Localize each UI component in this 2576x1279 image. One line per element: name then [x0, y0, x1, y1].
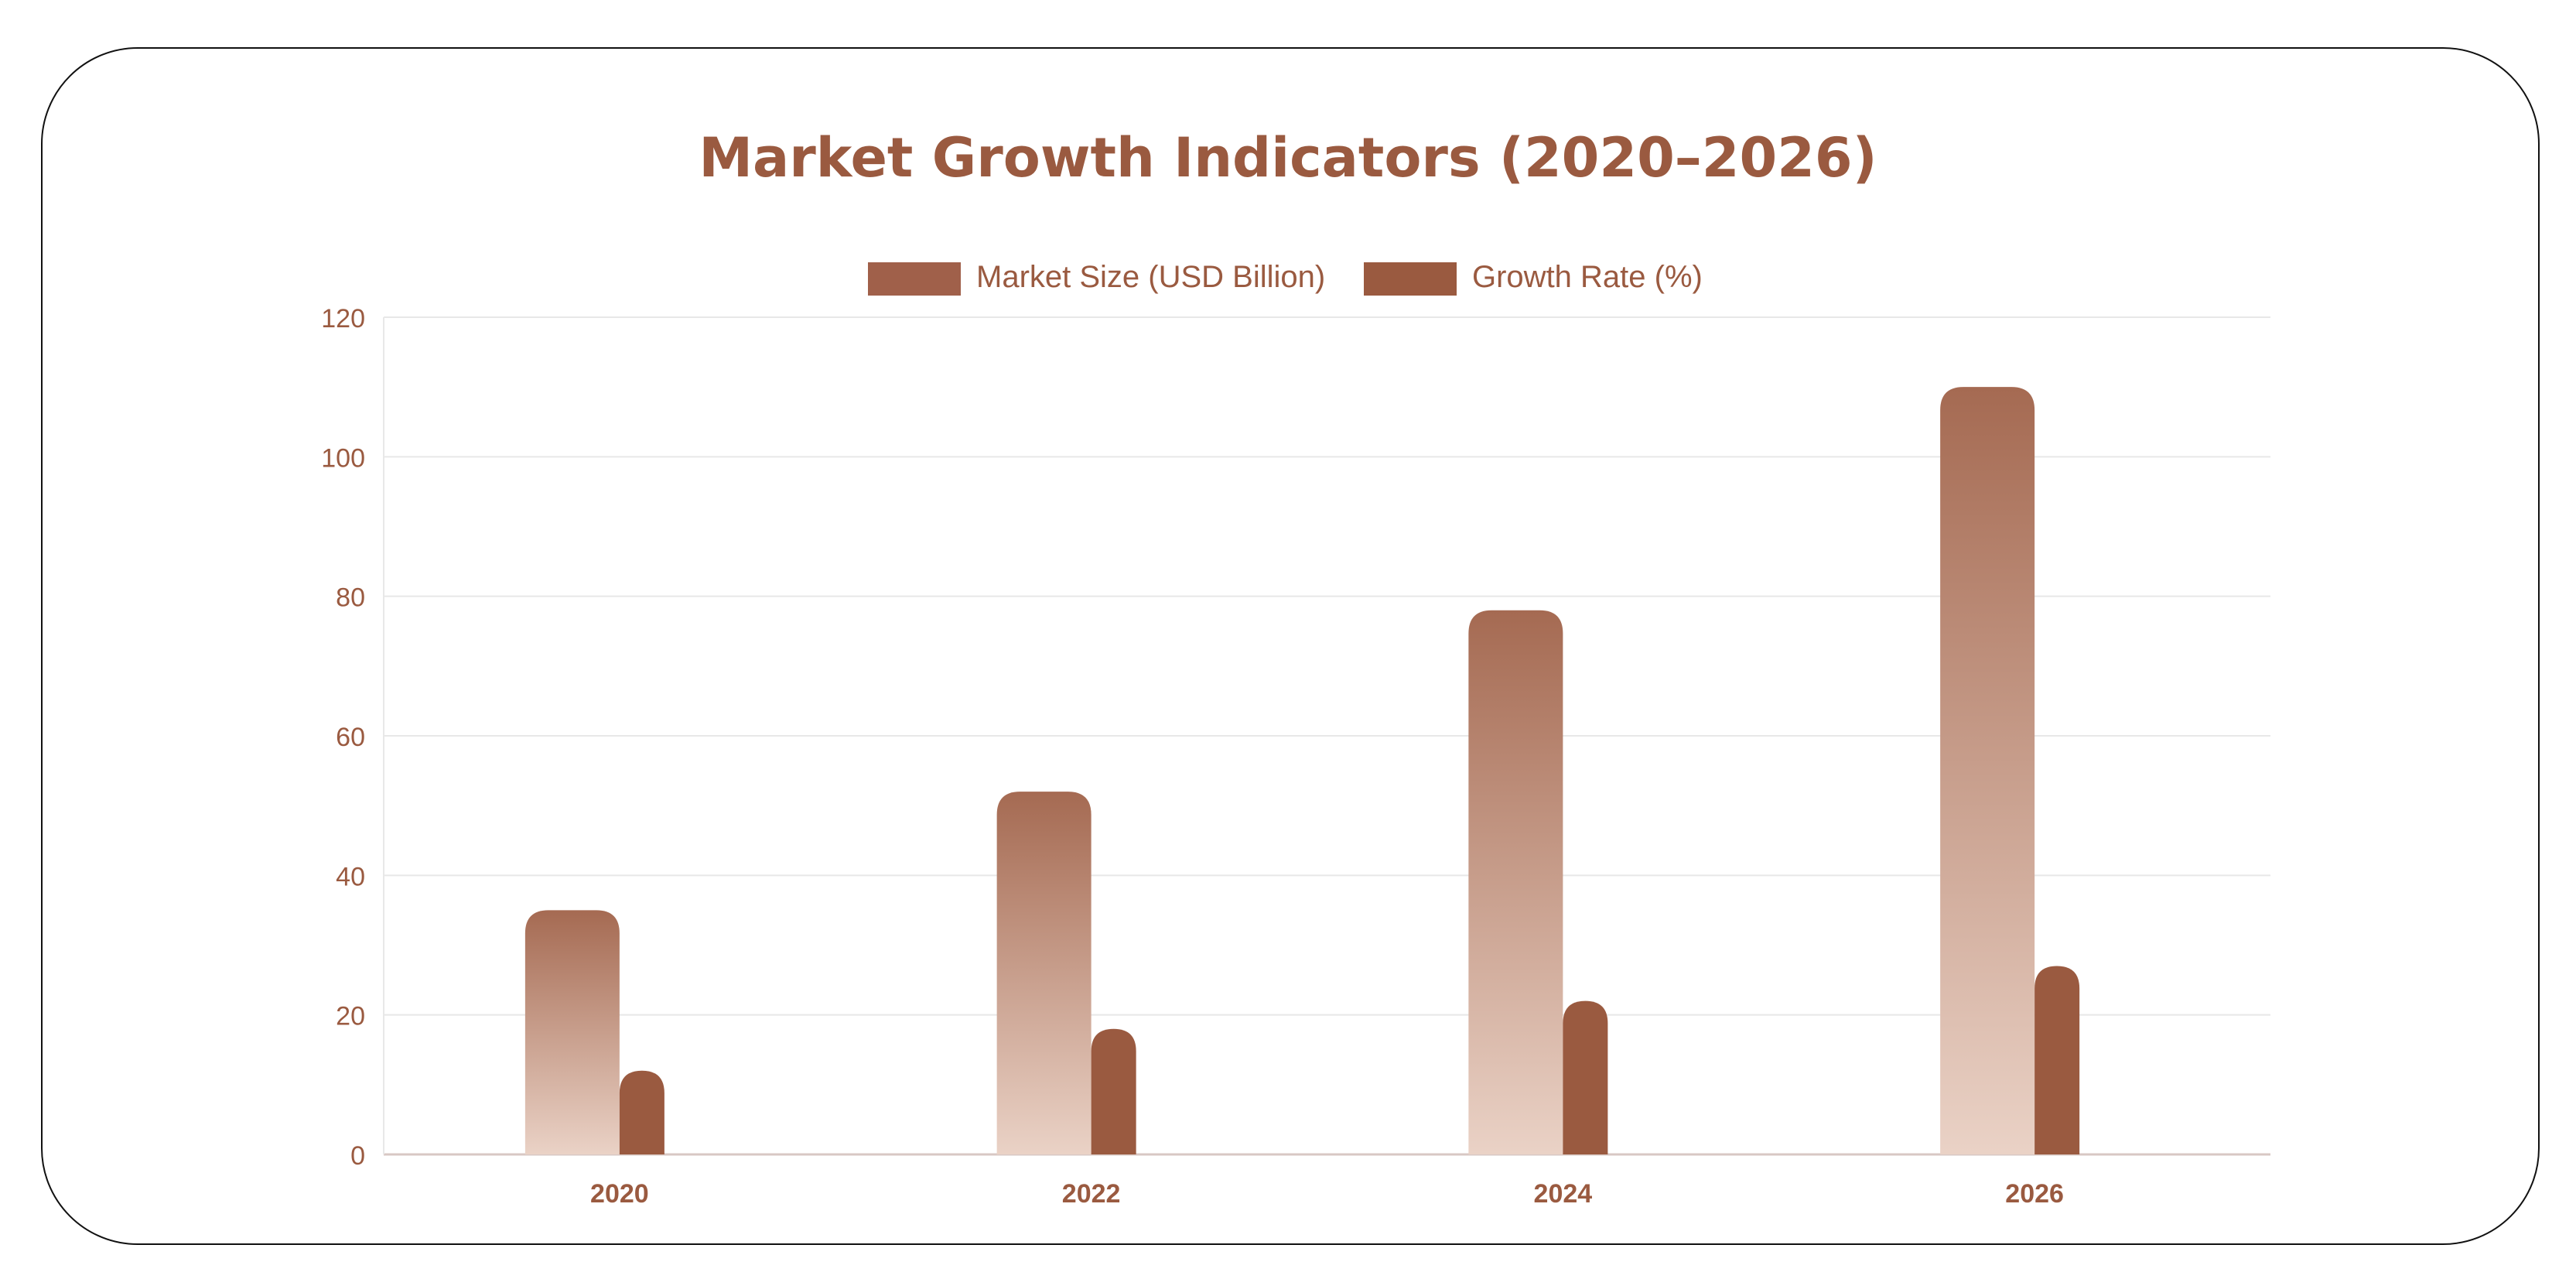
y-tick-label: 60 — [336, 723, 365, 752]
bar-growth-rate-2026[interactable] — [2034, 966, 2080, 1154]
bar-growth-rate-2024[interactable] — [1563, 1000, 1608, 1154]
chart-title: Market Growth Indicators (2020–2026) — [699, 126, 1877, 190]
legend-label-growth-rate[interactable]: Growth Rate (%) — [1472, 260, 1703, 294]
legend: Market Size (USD Billion) Growth Rate (%… — [868, 260, 1703, 296]
bar-market-size-2020[interactable] — [524, 910, 620, 1154]
y-tick-label: 0 — [350, 1141, 365, 1171]
x-axis-ticks: 2020 2022 2024 2026 — [590, 1179, 2064, 1209]
bar-growth-rate-2022[interactable] — [1091, 1028, 1136, 1154]
y-tick-label: 20 — [336, 1002, 365, 1031]
bar-growth-rate-2020[interactable] — [619, 1070, 664, 1154]
y-tick-label: 40 — [336, 862, 365, 891]
legend-label-market-size[interactable]: Market Size (USD Billion) — [976, 260, 1325, 294]
y-tick-label: 120 — [321, 304, 365, 333]
legend-swatch-growth-rate[interactable] — [1364, 262, 1457, 296]
x-tick-label: 2024 — [1534, 1179, 1593, 1209]
bars — [524, 387, 2080, 1155]
bar-market-size-2026[interactable] — [1940, 387, 2035, 1155]
x-tick-label: 2020 — [590, 1179, 649, 1209]
legend-swatch-market-size[interactable] — [868, 262, 961, 296]
chart-card — [41, 47, 2540, 1245]
x-tick-label: 2026 — [2005, 1179, 2064, 1209]
y-tick-label: 100 — [321, 443, 365, 473]
y-tick-label: 80 — [336, 583, 365, 613]
x-tick-label: 2022 — [1062, 1179, 1121, 1209]
y-axis-ticks: 0 20 40 60 80 100 120 — [321, 304, 365, 1171]
bar-market-size-2022[interactable] — [996, 792, 1092, 1154]
bar-market-size-2024[interactable] — [1468, 610, 1563, 1154]
